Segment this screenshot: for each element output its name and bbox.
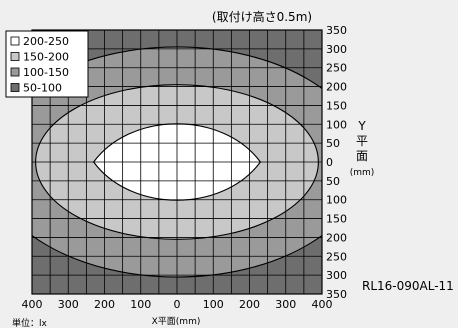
- plot-frame: [31, 29, 323, 295]
- legend-swatch: [10, 83, 20, 92]
- figure-code: RL16-090AL-11: [362, 279, 454, 293]
- unit-label: 単位：lx: [12, 317, 48, 328]
- y-tick-label: 50: [326, 137, 340, 150]
- x-tick-label: 100: [203, 298, 224, 311]
- y-tick-label: 100: [326, 118, 347, 131]
- y-tick-label: 100: [326, 194, 347, 207]
- legend: 200-250 150-200 100-150 50-100: [5, 30, 89, 98]
- x-tick-label: 200: [94, 298, 115, 311]
- x-tick-label: 300: [58, 298, 79, 311]
- y-axis-label-line: 平: [356, 134, 368, 148]
- y-tick-label: 200: [326, 81, 347, 94]
- legend-swatch: [10, 36, 20, 46]
- legend-label: 150-200: [23, 51, 69, 64]
- y-tick-label: 150: [326, 99, 347, 112]
- x-tick-label: 200: [239, 298, 260, 311]
- y-tick-label: 300: [326, 269, 347, 282]
- y-tick-label: 350: [326, 24, 347, 37]
- y-tick-label: 250: [326, 62, 347, 75]
- y-tick-label: 200: [326, 231, 347, 244]
- y-axis-label: Y 平 面 (mm): [350, 119, 375, 178]
- legend-box: [5, 30, 89, 98]
- chart-title: (取付け高さ0.5m): [212, 9, 312, 24]
- x-tick-label: 400: [312, 298, 333, 311]
- x-tick-label: 400: [22, 298, 43, 311]
- y-tick-label: 350: [326, 288, 347, 301]
- legend-label: 200-250: [23, 35, 69, 48]
- legend-label: 100-150: [23, 66, 69, 79]
- y-axis-ticks: 350 300 250 200 150 100 50 0 50 100 150 200 250 300 35…: [326, 24, 347, 301]
- y-axis-label-line: 面: [356, 149, 368, 163]
- legend-swatch: [10, 67, 20, 77]
- x-tick-label: 300: [275, 298, 296, 311]
- x-axis-label: X平面(mm): [152, 316, 201, 327]
- legend-swatch: [10, 52, 20, 61]
- y-axis-label-line: Y: [357, 119, 366, 133]
- y-tick-label: 300: [326, 43, 347, 56]
- y-tick-label: 150: [326, 213, 347, 226]
- x-tick-label: 100: [130, 298, 151, 311]
- x-axis-ticks: 400 300 200 100 0 100 200 300 400: [22, 298, 333, 311]
- y-tick-label: 0: [326, 156, 333, 169]
- legend-label: 50-100: [23, 82, 62, 95]
- y-tick-label: 50: [326, 175, 340, 188]
- x-tick-label: 0: [174, 298, 181, 311]
- y-axis-label-line: (mm): [350, 168, 375, 178]
- y-tick-label: 250: [326, 250, 347, 263]
